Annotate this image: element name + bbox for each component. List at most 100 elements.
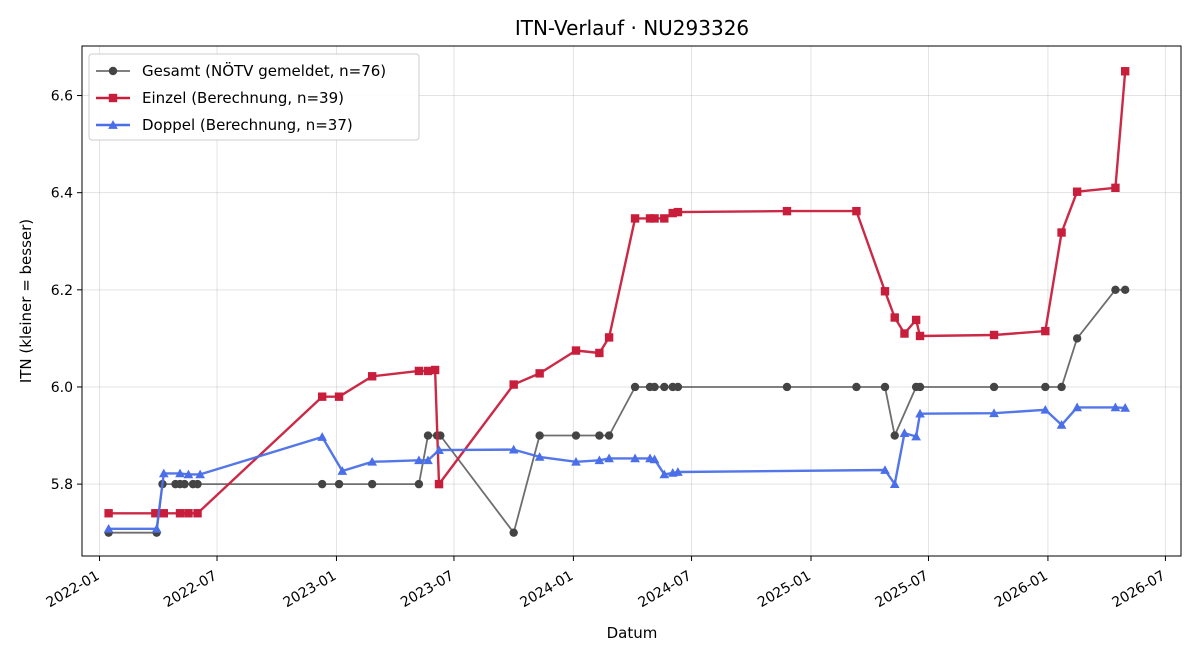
data-point-einzel (604, 333, 614, 342)
data-point-gesamt (1057, 382, 1066, 392)
data-point-doppel (630, 453, 640, 463)
data-point-gesamt (660, 382, 669, 392)
data-point-einzel (660, 214, 669, 223)
data-point-einzel (175, 509, 185, 518)
data-point-gesamt (1111, 285, 1120, 295)
data-point-gesamt (1120, 285, 1130, 295)
legend-entry-gesamt: Gesamt (NÖTV gemeldet, n=76) (96, 61, 386, 80)
data-point-einzel (645, 214, 655, 223)
data-point-doppel (899, 428, 910, 437)
data-point-doppel (337, 466, 348, 475)
data-point-gesamt (509, 528, 518, 537)
data-point-doppel (604, 453, 614, 463)
data-point-einzel (989, 330, 999, 340)
data-point-einzel (900, 329, 909, 338)
data-point-einzel (571, 346, 581, 355)
data-point-doppel (889, 479, 900, 488)
data-point-doppel (534, 452, 545, 461)
data-point-gesamt (650, 382, 659, 392)
legend-label-einzel: Einzel (Berechnung, n=39) (142, 89, 344, 107)
data-point-einzel (852, 206, 861, 216)
data-point-einzel (782, 206, 792, 216)
data-point-gesamt (852, 382, 861, 392)
data-point-gesamt (317, 479, 327, 489)
data-point-gesamt (989, 382, 999, 392)
data-point-doppel (1056, 420, 1067, 429)
data-point-doppel (1040, 404, 1051, 414)
data-point-einzel (673, 207, 683, 217)
data-point-einzel (509, 380, 518, 389)
data-point-einzel (1041, 326, 1050, 336)
data-point-einzel (1120, 67, 1130, 76)
legend-marker-doppel (108, 120, 118, 129)
data-point-doppel (649, 454, 660, 464)
data-point-einzel (1057, 228, 1066, 237)
data-point-doppel (151, 523, 162, 533)
data-point-gesamt (880, 382, 890, 392)
data-point-doppel (175, 468, 185, 478)
legend-marker-einzel (108, 93, 118, 103)
chart-title: ITN-Verlauf · NU293326 (515, 16, 749, 40)
data-point-einzel (595, 348, 604, 358)
data-point-doppel (880, 465, 890, 474)
data-point-gesamt (595, 431, 604, 440)
data-point-einzel (911, 315, 921, 325)
plot-frame (81, 45, 1182, 557)
data-point-einzel (317, 392, 327, 401)
series-line-doppel (108, 406, 1126, 530)
data-point-gesamt (890, 431, 899, 440)
x-axis-label: Datum (607, 624, 658, 642)
data-point-gesamt (414, 479, 424, 489)
data-point-einzel (1072, 187, 1082, 196)
data-point-doppel (367, 456, 377, 466)
y-axis-label: ITN (kleiner = besser) (17, 219, 35, 383)
data-point-einzel (423, 366, 433, 376)
data-point-gesamt (630, 382, 640, 392)
data-point-einzel (650, 214, 659, 223)
data-point-einzel (414, 366, 424, 376)
y-tick-label: 6.2 (51, 283, 73, 299)
data-point-einzel (184, 509, 193, 518)
data-point-einzel (630, 214, 640, 223)
data-point-doppel (915, 408, 925, 418)
data-point-gesamt (604, 431, 614, 440)
data-point-doppel (103, 523, 114, 533)
data-point-doppel (508, 444, 519, 454)
data-point-doppel (911, 431, 921, 441)
y-tick-label: 6.6 (51, 89, 73, 105)
legend-label-gesamt: Gesamt (NÖTV gemeldet, n=76) (142, 61, 386, 80)
data-point-einzel (104, 509, 113, 518)
data-point-einzel (880, 287, 890, 296)
y-tick-label: 5.8 (51, 477, 73, 493)
data-point-einzel (159, 509, 168, 518)
data-point-einzel (668, 208, 677, 218)
data-point-einzel (334, 392, 344, 401)
legend: Gesamt (NÖTV gemeldet, n=76) Einzel (Bere… (88, 53, 420, 141)
data-point-doppel (673, 467, 683, 476)
legend-marker-gesamt (108, 66, 118, 76)
data-point-doppel (1120, 403, 1131, 412)
data-point-einzel (367, 372, 377, 381)
data-point-gesamt (1041, 382, 1050, 392)
legend-entry-einzel: Einzel (Berechnung, n=39) (96, 89, 344, 107)
data-point-einzel (890, 313, 899, 322)
data-point-gesamt (571, 431, 581, 440)
data-point-gesamt (782, 382, 792, 392)
data-point-doppel (434, 445, 444, 454)
data-point-doppel (659, 469, 670, 479)
data-point-doppel (414, 455, 424, 465)
data-point-gesamt (1072, 334, 1082, 343)
data-point-doppel (195, 469, 205, 479)
data-point-einzel (193, 509, 202, 518)
series-gesamt (104, 285, 1130, 537)
data-point-einzel (1111, 183, 1120, 193)
series-doppel (103, 402, 1131, 533)
data-point-einzel (430, 365, 440, 375)
data-point-gesamt (535, 431, 544, 440)
data-point-gesamt (673, 382, 683, 392)
data-point-doppel (423, 455, 433, 465)
data-point-doppel (1072, 402, 1082, 412)
data-point-doppel (1110, 402, 1121, 412)
legend-entries: Gesamt (NÖTV gemeldet, n=76) Einzel (Bere… (96, 61, 386, 134)
